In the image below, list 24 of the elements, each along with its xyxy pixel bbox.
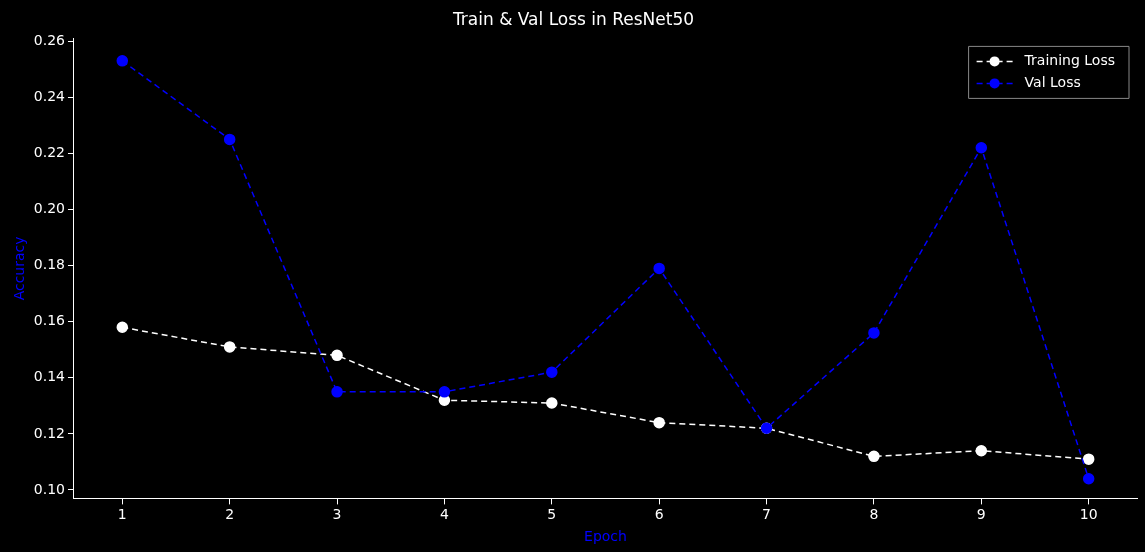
y-axis-title: Accuracy	[11, 236, 28, 301]
y-tick-label: 0.10	[33, 480, 65, 497]
x-tick-label: 6	[654, 506, 664, 523]
x-tick-label: 5	[547, 506, 557, 523]
x-tick-label: 10	[1079, 506, 1098, 523]
x-tick-label: 4	[439, 506, 449, 523]
y-tick-label: 0.24	[33, 87, 66, 104]
y-tick-label: 0.14	[33, 368, 66, 385]
x-axis-title: Epoch	[584, 528, 627, 545]
y-tick-label: 0.26	[33, 31, 66, 48]
chart-title: Train & Val Loss in ResNet50	[451, 8, 695, 29]
y-tick-label: 0.12	[33, 424, 65, 441]
x-tick-label: 9	[976, 506, 986, 523]
x-tick-label: 1	[117, 506, 127, 523]
x-tick-label: 3	[332, 506, 342, 523]
x-tick-label: 8	[869, 506, 879, 523]
y-tick-label: 0.16	[33, 312, 66, 329]
legend-label: Training Loss	[1023, 52, 1116, 69]
x-tick-label: 2	[225, 506, 235, 523]
y-tick-label: 0.18	[33, 256, 65, 273]
legend-label: Val Loss	[1024, 74, 1081, 91]
x-tick-label: 7	[762, 506, 772, 523]
y-tick-label: 0.20	[33, 200, 65, 217]
y-tick-label: 0.22	[33, 144, 65, 161]
